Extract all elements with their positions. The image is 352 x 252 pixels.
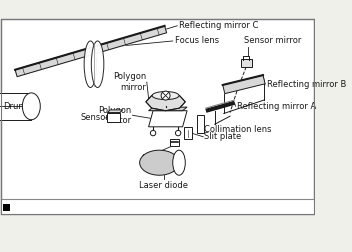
Polygon shape [149,107,187,111]
Text: Shutter: Shutter [141,154,172,163]
Ellipse shape [23,93,40,120]
Text: Focus lens: Focus lens [175,37,219,45]
Ellipse shape [173,150,185,175]
Text: Slit plate: Slit plate [204,132,241,141]
FancyBboxPatch shape [184,127,191,139]
Polygon shape [107,110,122,113]
Text: Polygon
mirror: Polygon mirror [113,72,146,92]
Ellipse shape [84,41,97,87]
Text: 4-13: 4-13 [12,203,34,212]
FancyBboxPatch shape [1,199,314,214]
Polygon shape [149,111,187,127]
Circle shape [161,91,170,100]
Polygon shape [223,75,265,94]
Text: A laser writing and scanning arrangement.: A laser writing and scanning arrangement… [28,203,212,212]
FancyBboxPatch shape [3,204,10,211]
Text: Tandy Corporation: Tandy Corporation [158,203,230,212]
FancyBboxPatch shape [107,113,120,121]
Polygon shape [0,93,31,120]
Ellipse shape [140,150,179,175]
FancyBboxPatch shape [197,115,204,133]
Text: Sensor: Sensor [81,113,109,122]
Text: Reflecting mirror B: Reflecting mirror B [267,80,346,89]
Text: Reflecting mirror C: Reflecting mirror C [179,21,258,30]
Polygon shape [15,26,166,77]
Text: Laser diode: Laser diode [139,181,188,190]
Circle shape [150,130,156,136]
Text: Drum: Drum [4,102,27,111]
FancyBboxPatch shape [1,19,314,214]
Ellipse shape [152,91,179,100]
Ellipse shape [91,41,104,87]
Text: Polygon
motor: Polygon motor [98,106,132,125]
Circle shape [175,130,181,136]
Polygon shape [146,93,185,111]
Text: Collimation lens: Collimation lens [204,125,272,134]
Text: Sensor mirror: Sensor mirror [244,37,302,45]
FancyBboxPatch shape [170,139,179,146]
FancyBboxPatch shape [241,59,252,67]
Text: Reflecting mirror A: Reflecting mirror A [237,102,316,111]
